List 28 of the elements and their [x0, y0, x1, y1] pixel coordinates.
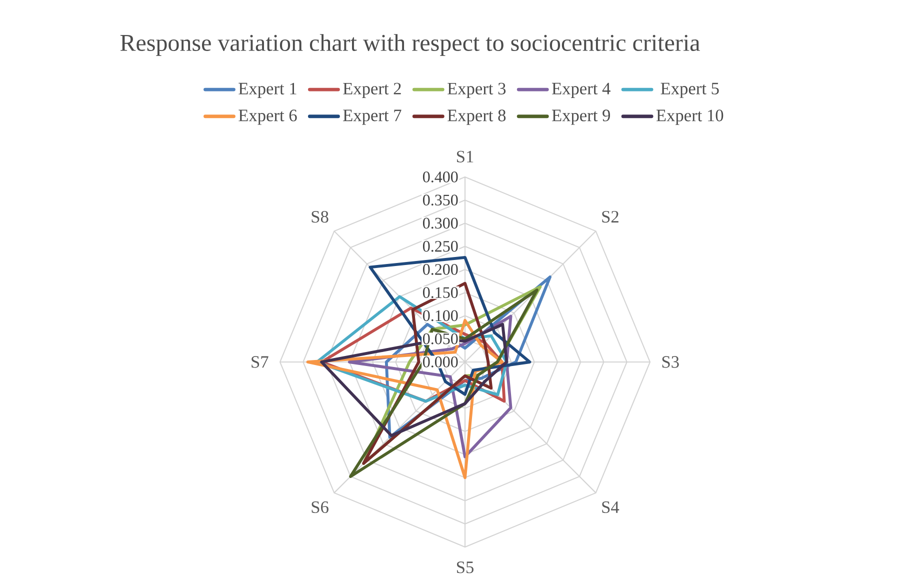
spoke-label: S8 — [312, 210, 328, 223]
y-tick-label: 0.350 — [422, 194, 458, 206]
y-tick-label: 0.050 — [422, 333, 458, 344]
legend-label: Expert 2 — [343, 82, 401, 98]
chart-title: Response variation chart with respect to sociocentric criteria — [120, 34, 700, 56]
legend-label: Expert 3 — [448, 82, 506, 98]
spoke-label: S6 — [312, 501, 328, 514]
legend-label: Expert 1 — [238, 82, 296, 98]
spoke-label: S2 — [602, 210, 618, 223]
legend-label: Expert 8 — [448, 110, 506, 125]
y-tick-label: 0.300 — [422, 218, 458, 229]
legend-label: Expert 7 — [343, 110, 402, 125]
legend-label: Expert 6 — [238, 110, 297, 125]
y-tick-label: 0.000 — [422, 356, 458, 368]
y-tick-label: 0.200 — [422, 264, 458, 275]
spoke-label: S3 — [662, 356, 679, 368]
y-tick-label: 0.150 — [422, 287, 458, 298]
legend-label: Expert 9 — [552, 110, 610, 125]
y-tick-label: 0.250 — [422, 240, 458, 252]
legend-label: Expert 10 — [656, 110, 724, 125]
legend-label: Expert 4 — [552, 82, 610, 98]
y-tick-label: 0.100 — [422, 310, 458, 322]
y-tick-label: 0.400 — [422, 172, 458, 182]
spoke-label: S4 — [602, 501, 620, 514]
spoke-label: S5 — [457, 562, 474, 574]
spoke-label: S7 — [252, 356, 268, 368]
legend-label: Expert 5 — [660, 82, 719, 98]
spoke-label: S1 — [457, 150, 474, 162]
